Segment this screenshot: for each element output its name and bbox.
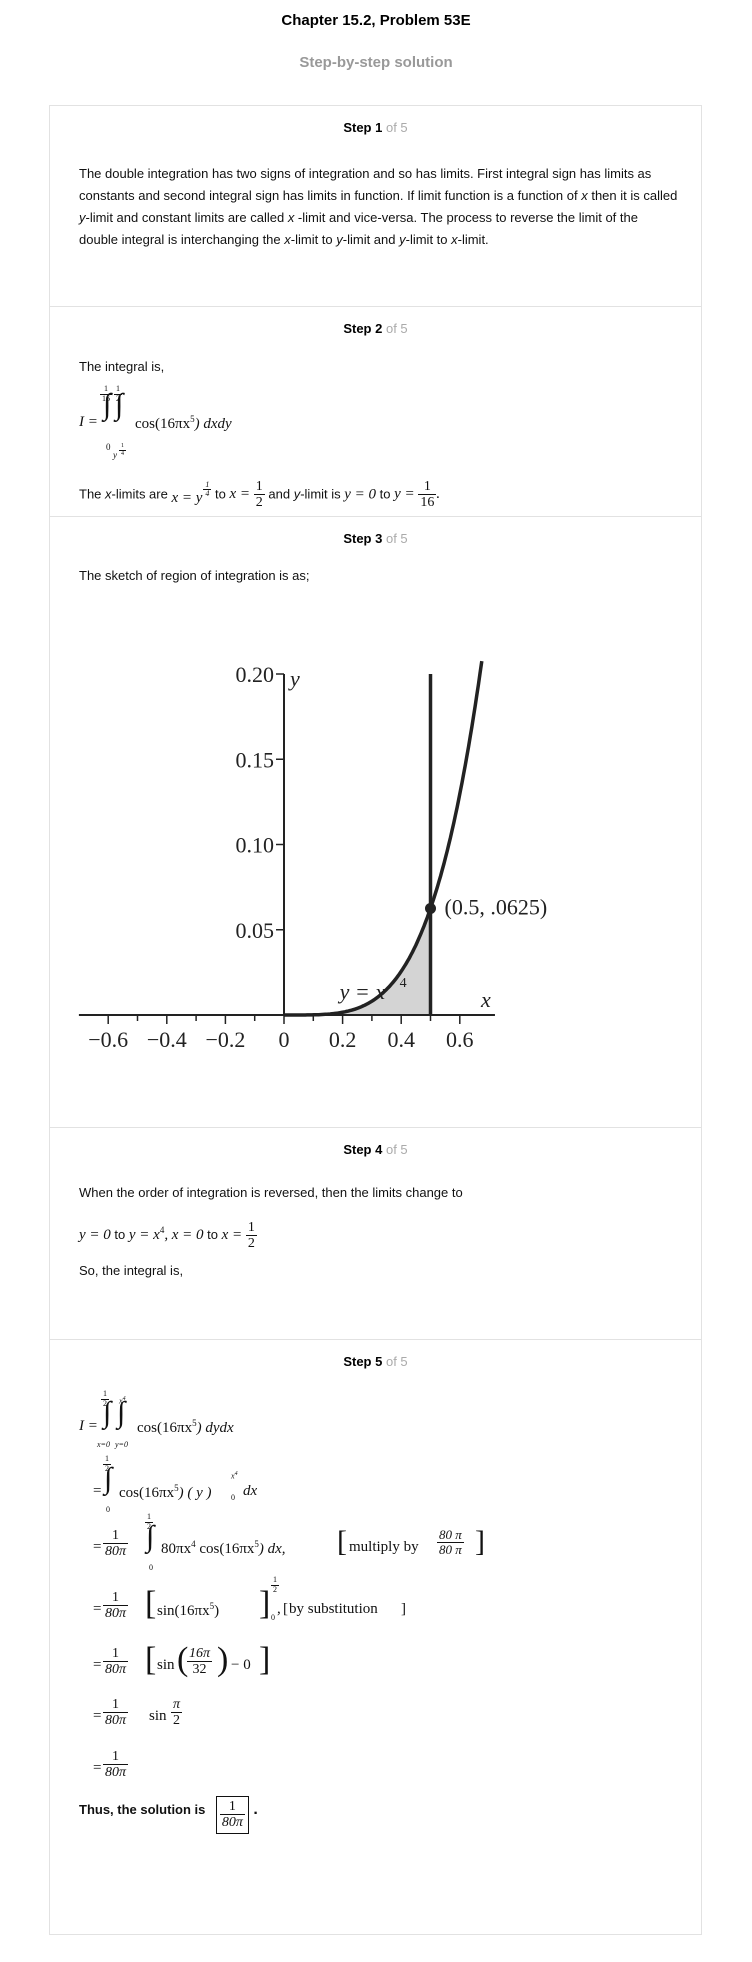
y-tick-label: 0.05 [236,918,275,943]
solution-line-7: = 1 80π [93,1749,129,1781]
x-tick-label: 0.6 [446,1027,474,1052]
curve-y-equals-x4 [284,660,484,1017]
inner-lower-limit: y [113,450,117,460]
x-tick-label: 0.2 [329,1027,357,1052]
step-5-header: Step 5 of 5 [50,1354,701,1369]
y-tick-label: 0.20 [236,662,275,687]
step-2-header: Step 2 of 5 [50,321,701,336]
solution-line-5: = 1 80π [ sin ( 16π 32 ) − 0 ] [93,1641,271,1678]
integral-expression: I = ∫ 1 16 0 ∫ 1 2 y 1 4 cos(16πx5) dxdy [79,384,279,470]
y-axis-label: y [288,666,300,691]
inner-integral-sign: ∫ [115,388,124,421]
step-count: of 5 [385,321,408,336]
integral-lhs: I = [79,414,98,430]
step-count: of 5 [385,120,408,135]
step-label: Step 2 [343,321,383,336]
step-4-header: Step 4 of 5 [50,1142,701,1157]
inner-upper-limit: 1 2 [114,384,122,403]
solution-card: Step 1 of 5 The double integration has t… [49,105,702,1935]
step-3-header: Step 3 of 5 [50,531,701,546]
y-tick-label: 0.10 [236,833,275,858]
y-limit-upper: y = 1 16. [394,479,441,511]
step-2-intro: The integral is, [79,359,165,374]
shaded-region [284,908,431,1015]
step-2-section: Step 2 of 5 The integral is, I = ∫ 1 16 … [50,307,701,517]
answer-box: 1 80π [215,1796,249,1834]
step-label: Step 4 [343,1142,383,1157]
step-3-intro: The sketch of region of integration is a… [79,568,310,583]
curve-label: y = x [338,979,386,1004]
step-1-header: Step 1 of 5 [50,120,701,135]
x-tick-label: −0.4 [147,1027,187,1052]
page-subtitle: Step-by-step solution [299,54,453,71]
step-label: Step 3 [343,531,383,546]
step-4-text: When the order of integration is reverse… [79,1185,463,1200]
y-limit-lower: y = 0 [344,486,377,503]
outer-upper-limit: 1 16 [100,384,112,403]
step-1-section: Step 1 of 5 The double integration has t… [50,106,701,307]
conclusion-text: Thus, the solution is [79,1802,206,1818]
outer-integral-sign: ∫ [103,388,112,421]
point-label: (0.5, .0625) [445,894,548,919]
integrand: cos(16πx5) dxdy [135,414,232,432]
y-tick-label: 0.15 [236,747,275,772]
solution-conclusion: Thus, the solution is 1 80π . [79,1796,679,1846]
inner-lower-exponent: 1 4 [119,443,126,457]
step-label: Step 1 [343,120,383,135]
x-tick-label: −0.6 [88,1027,128,1052]
intersection-point [425,902,436,914]
x-tick-label: 0.4 [387,1027,415,1052]
step-count: of 5 [385,531,408,546]
outer-lower-limit: 0 [106,442,111,452]
step-label: Step 5 [343,1354,383,1369]
step-1-text: The double integration has two signs of … [79,166,678,247]
curve-label-exponent: 4 [400,976,407,991]
step-4-so: So, the integral is, [79,1263,184,1278]
x-tick-label: 0 [279,1027,290,1052]
step-count: of 5 [385,1354,408,1369]
step-3-section: Step 3 of 5 The sketch of region of inte… [50,517,701,1128]
step-4-section: Step 4 of 5 When the order of integratio… [50,1128,701,1340]
x-axis-label: x [480,987,491,1012]
region-chart: −0.6 −0.4 −0.2 0 0.2 0.4 0.6 0.05 0.10 0.15 0.20 x y… [78,660,548,1052]
x-tick-label: −0.2 [205,1027,245,1052]
page-title: Chapter 15.2, Problem 53E [281,12,471,29]
step-count: of 5 [385,1142,408,1157]
